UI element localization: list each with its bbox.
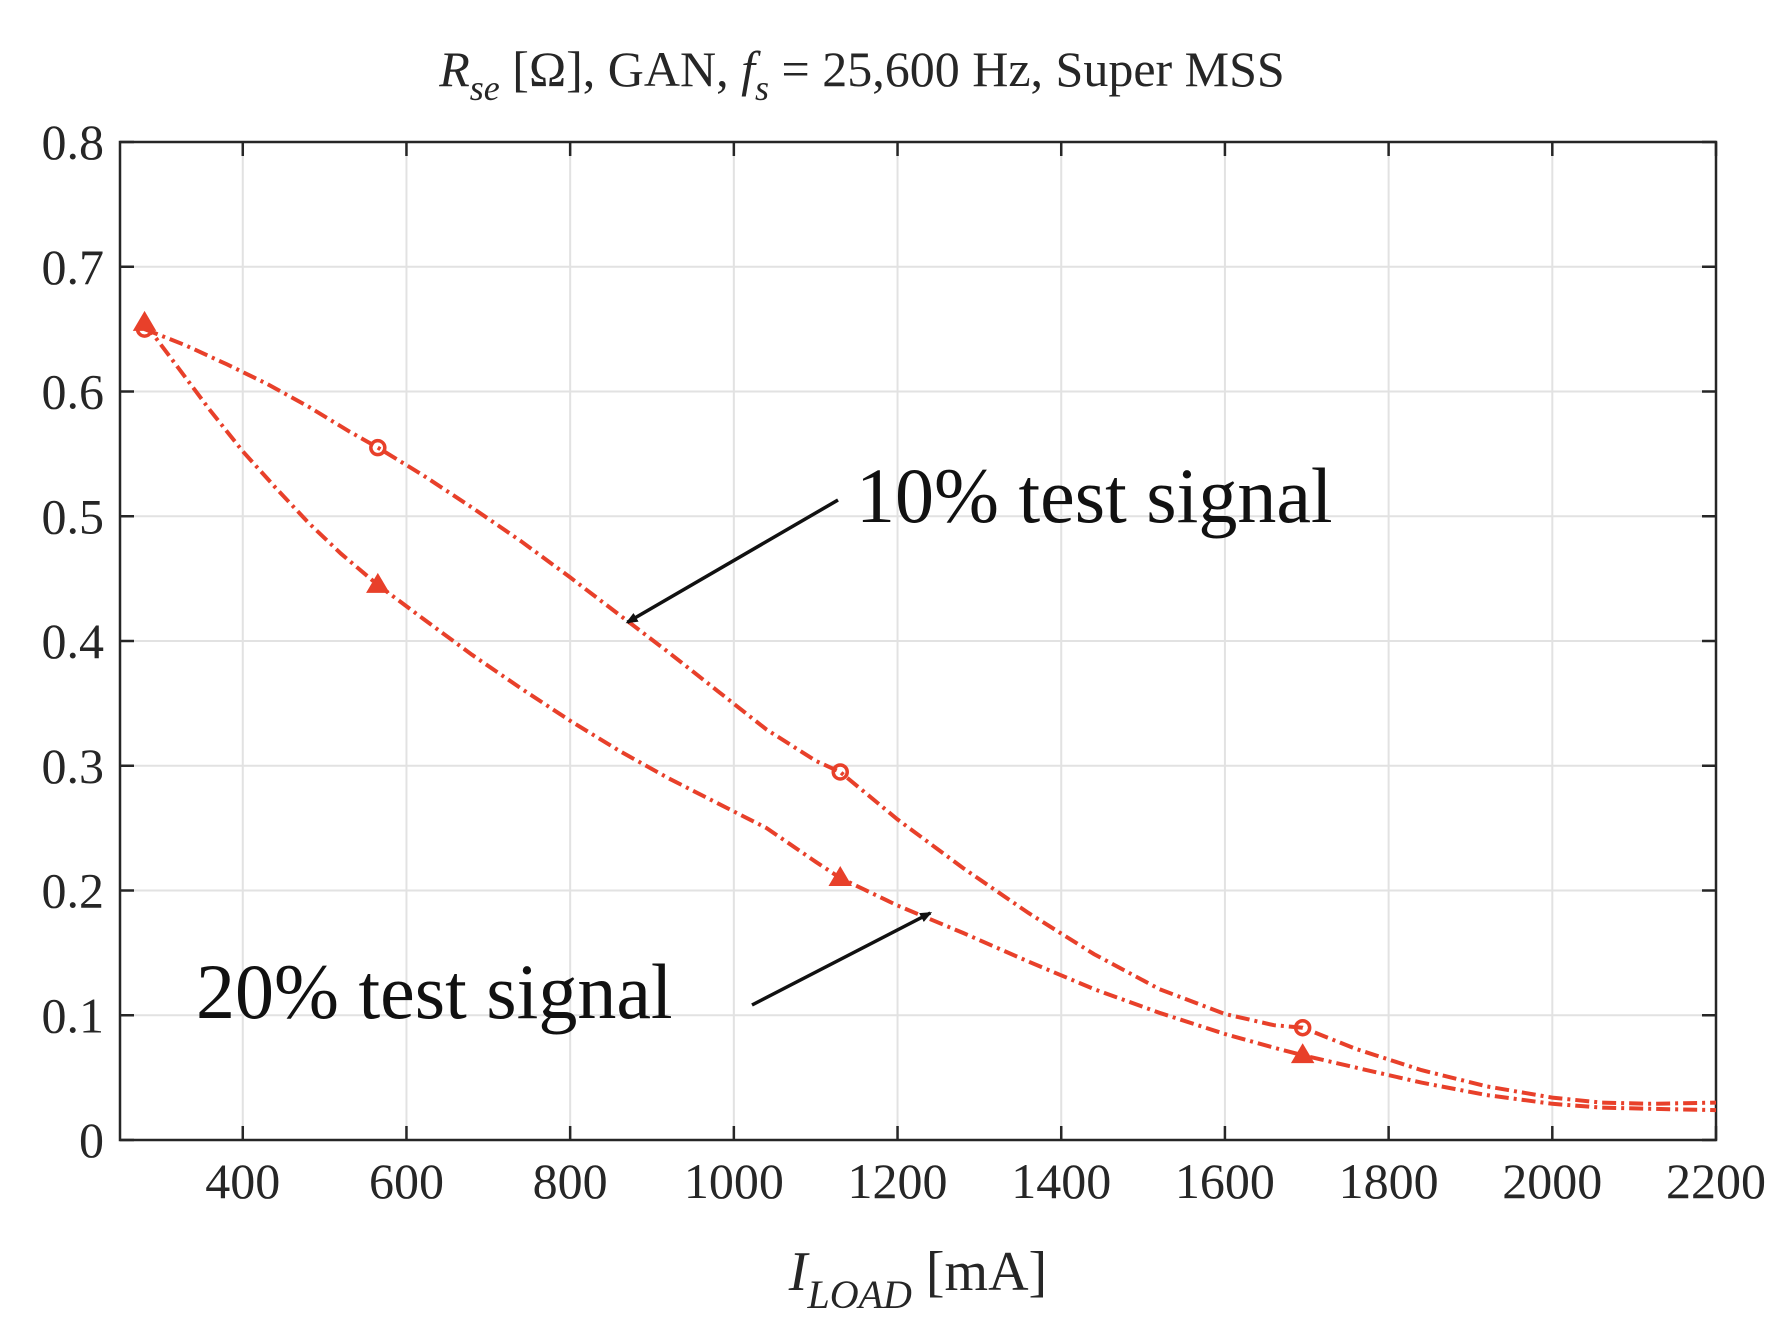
- y-tick-label: 0.7: [42, 239, 105, 295]
- x-tick-label: 800: [533, 1153, 608, 1209]
- x-tick-label: 1400: [1011, 1153, 1111, 1209]
- y-tick-label: 0: [79, 1112, 104, 1168]
- series-20pct-marker: [828, 866, 852, 887]
- series-10pct-marker: [369, 438, 387, 457]
- annotation-20pct: 20% test signal: [196, 948, 673, 1035]
- y-tick-label: 0.5: [42, 488, 105, 544]
- tick-labels: 400 600 800 1000 1200 1400 1600 1800 2000 2200 0 0.…: [42, 114, 1767, 1209]
- x-tick-label: 2200: [1666, 1153, 1766, 1209]
- series-20pct-marker: [366, 572, 390, 593]
- x-tick-label: 1800: [1339, 1153, 1439, 1209]
- annotation-arrow-20pct: [751, 911, 933, 1007]
- x-axis-label: ILOAD [mA]: [788, 1241, 1047, 1317]
- chart-title: Rse [Ω], GAN, fs = 25,600 Hz, Super MSS: [438, 41, 1285, 108]
- x-tick-label: 400: [205, 1153, 280, 1209]
- x-tick-label: 1200: [848, 1153, 948, 1209]
- series-10pct-line: [143, 327, 1717, 1106]
- y-tick-label: 0.2: [42, 863, 105, 919]
- x-tick-label: 2000: [1502, 1153, 1602, 1209]
- annotation-arrow-10pct: [625, 498, 839, 624]
- series-10pct-marker: [831, 763, 849, 781]
- annotation-10pct: 10% test signal: [856, 452, 1333, 539]
- series-20pct-marker: [132, 310, 157, 331]
- y-tick-label: 0.6: [42, 364, 105, 420]
- y-tick-label: 0.8: [42, 114, 105, 170]
- series-10pct-marker: [1293, 1018, 1312, 1037]
- x-tick-label: 1000: [684, 1153, 784, 1209]
- y-tick-label: 0.3: [42, 738, 105, 794]
- x-tick-label: 1600: [1175, 1153, 1275, 1209]
- series-20pct-line: [142, 321, 1717, 1113]
- plot-frame: [118, 140, 1718, 1142]
- series-20pct-marker: [1290, 1043, 1315, 1064]
- y-tick-label: 0.4: [42, 613, 105, 669]
- y-tick-label: 0.1: [42, 987, 105, 1043]
- data-series: [132, 310, 1717, 1113]
- x-tick-label: 600: [369, 1153, 444, 1209]
